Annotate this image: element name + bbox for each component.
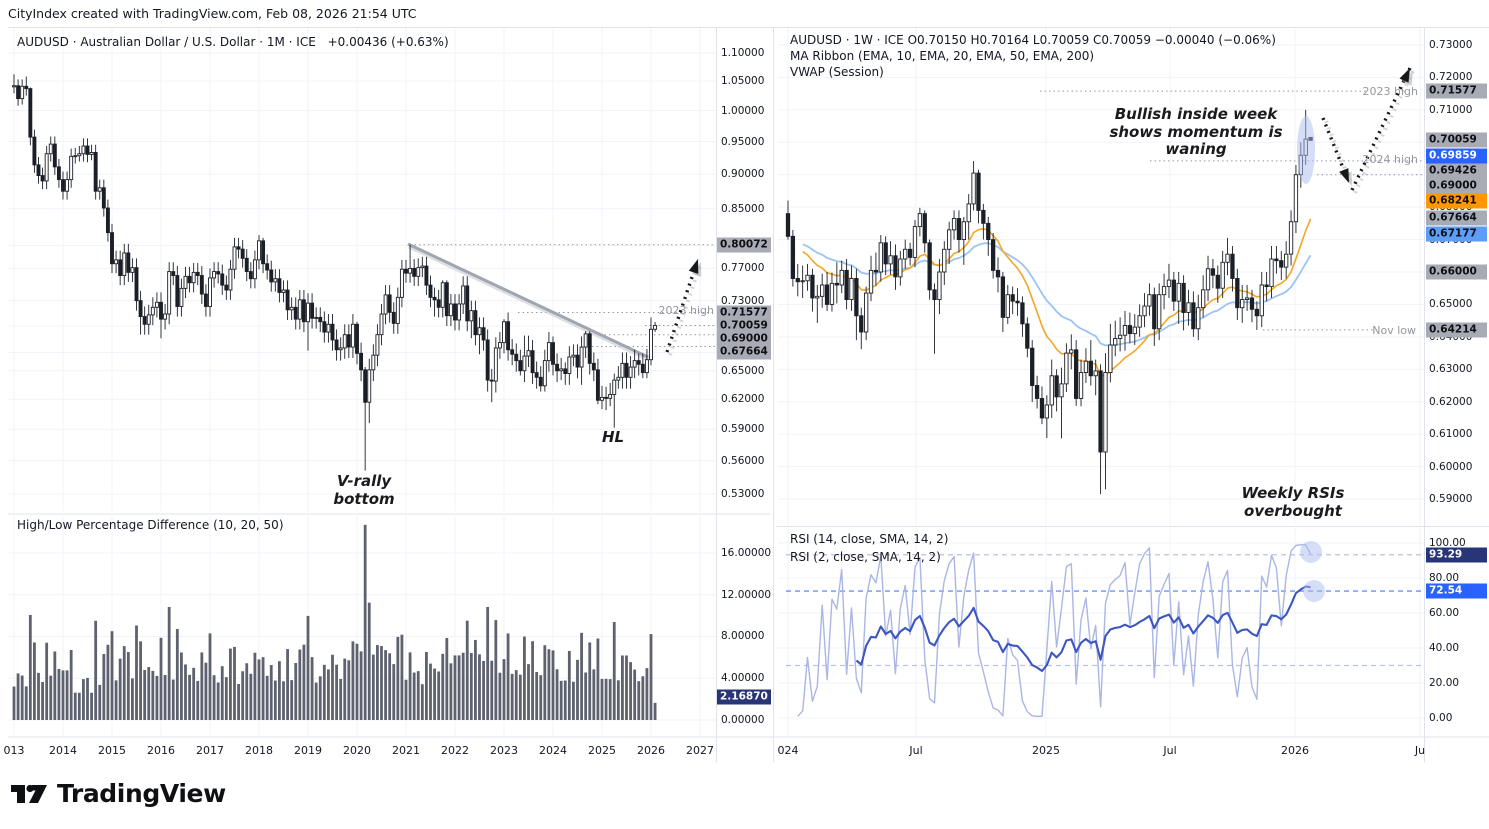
left-price-pane[interactable] [8,28,716,514]
right-price-pane[interactable] [778,28,1424,524]
left-indicator-pane[interactable] [8,516,716,737]
right-rsi-pane[interactable] [778,528,1424,737]
attribution-text: CityIndex created with TradingView.com, … [8,6,417,21]
left-time-axis[interactable] [8,738,716,762]
right-time-axis[interactable] [778,738,1489,762]
tradingview-logo-icon [11,784,47,803]
right-price-scale[interactable] [1424,28,1489,737]
left-price-scale[interactable] [716,28,772,737]
tradingview-logo[interactable]: TradingView [10,779,226,808]
tradingview-logo-text: TradingView [57,779,226,808]
